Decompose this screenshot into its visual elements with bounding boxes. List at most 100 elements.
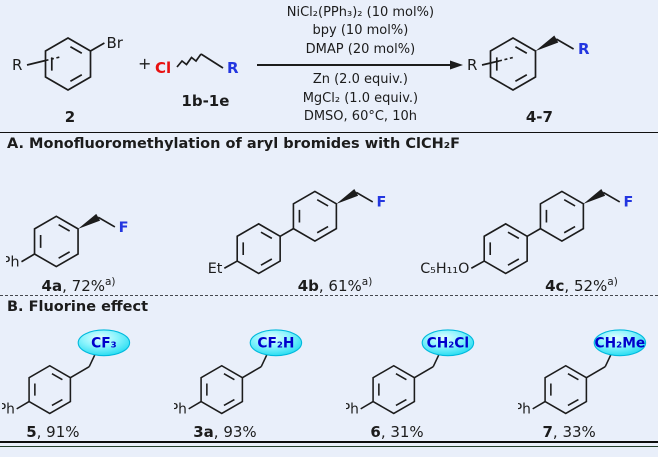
section-a-title: A. Monofluoromethylation of aryl bromide…	[7, 136, 461, 152]
product-label: 3a, 93%	[193, 423, 257, 441]
benzene-ring	[28, 364, 72, 415]
r-group-label: R	[227, 59, 239, 77]
bond	[280, 227, 295, 237]
bond	[242, 365, 262, 379]
section-divider-dashed	[0, 295, 658, 296]
wedge-bond	[583, 189, 606, 204]
bond	[482, 60, 500, 66]
variable-position-bond	[499, 56, 514, 62]
structure-6: Ph CH₂Cl	[346, 329, 475, 417]
product-label: 6, 31%	[370, 423, 424, 441]
r-substituent-label: R	[467, 56, 477, 74]
highlight-ellipse	[421, 329, 475, 357]
structure-4c: C₅H₁₁O F	[420, 189, 633, 277]
benzene-ring	[44, 37, 92, 91]
structure-product-general: R R	[467, 35, 590, 91]
product-label: 4a, 72%a)	[41, 276, 116, 295]
wedge-bond	[336, 189, 359, 204]
reaction-scheme: Br R 2 + Cl R 1b-1e NiCl₂(PPh₃)₂ (10 mol…	[0, 0, 658, 132]
condition-line: DMSO, 60°C, 10h	[303, 109, 417, 125]
fluorine-label: F	[623, 195, 633, 211]
r-substituent-label: R	[12, 56, 22, 74]
substituent-label: Ph	[346, 401, 359, 417]
product-7: Ph CH₂Me 7, 33%	[518, 318, 656, 441]
substituent-label: Ph	[6, 255, 20, 271]
group-label: CF₃	[91, 335, 117, 351]
variable-position-bond	[45, 56, 61, 62]
section-b-products: Ph CF₃ 5, 91% Ph CF₂H 3a, 93%	[0, 318, 658, 441]
plus-sign: +	[138, 54, 152, 73]
benzene-ring	[483, 223, 528, 275]
r-group-label: R	[578, 40, 590, 58]
bond	[532, 400, 546, 410]
structure-7: Ph CH₂Me	[518, 329, 647, 417]
bond	[526, 227, 541, 237]
benzene-ring	[490, 37, 537, 91]
bond	[414, 365, 434, 379]
reactant-aryl-bromide: Br R 2	[4, 12, 136, 126]
bottom-double-rule	[0, 441, 658, 447]
benzene-ring	[372, 364, 416, 415]
bond	[556, 38, 575, 50]
structure-alkyl-chloride: Cl R	[155, 53, 239, 77]
squiggle-bond	[176, 53, 203, 68]
fluorine-label: F	[377, 195, 387, 211]
benzene-ring	[539, 190, 585, 242]
bond	[97, 216, 116, 228]
structure-4a: Ph F	[6, 213, 129, 271]
product-4b: Et F 4b, 61%a)	[168, 158, 397, 295]
product-label: 7, 33%	[542, 423, 596, 441]
bond	[16, 400, 30, 410]
reactant-alkyl-chloride: Cl R 1b-1e	[153, 32, 257, 110]
bond	[602, 191, 621, 203]
bond	[26, 59, 46, 66]
product-5: Ph CF₃ 5, 91%	[2, 318, 140, 441]
product-label: 4b, 61%a)	[297, 276, 373, 295]
wedge-bond	[535, 35, 559, 51]
chlorine-label: Cl	[155, 59, 171, 77]
product-label: 5, 91%	[26, 423, 80, 441]
condition-line: DMAP (20 mol%)	[305, 41, 416, 57]
product-general: R R 4-7	[463, 12, 615, 126]
compound-number: 1b-1e	[181, 92, 230, 110]
section-b-title: B. Fluorine effect	[7, 299, 149, 315]
bond	[356, 191, 374, 203]
product-4a: Ph F 4a, 72%a)	[6, 166, 151, 295]
product-3a: Ph CF₂H 3a, 93%	[174, 318, 312, 441]
benzene-ring	[293, 190, 338, 242]
benzene-ring	[200, 364, 244, 415]
highlight-ellipse	[593, 329, 647, 357]
benzene-ring	[236, 223, 282, 275]
section-a-products: Ph F 4a, 72%a) Et F 4b, 61%a)	[0, 155, 658, 295]
bond	[90, 42, 105, 52]
substituent-label: Ph	[174, 401, 187, 417]
condition-line: bpy (10 mol%)	[312, 23, 409, 39]
product-6: Ph CH₂Cl 6, 31%	[346, 318, 484, 441]
compound-number: 2	[64, 108, 76, 126]
substituent-label: Et	[208, 261, 223, 277]
bromine-label: Br	[107, 34, 124, 52]
wedge-bond	[78, 213, 101, 229]
structure-3a: Ph CF₂H	[174, 329, 303, 417]
structure-aryl-bromide: Br R	[12, 34, 124, 91]
group-label: CH₂Cl	[427, 335, 469, 351]
product-4c: C₅H₁₁O F 4c, 52%a)	[415, 158, 644, 295]
compound-number: 4-7	[525, 108, 553, 126]
section-divider-solid	[0, 132, 658, 133]
reaction-arrow	[257, 60, 464, 70]
bond	[200, 53, 224, 69]
group-label: CH₂Me	[595, 335, 646, 351]
structure-5: Ph CF₃	[2, 329, 131, 417]
benzene-ring	[33, 215, 79, 268]
group-label: CF₂H	[257, 335, 294, 351]
bond	[470, 260, 485, 269]
bond	[69, 365, 90, 379]
condition-line: Zn (2.0 equiv.)	[312, 72, 408, 88]
fluorine-label: F	[119, 220, 129, 236]
bond	[21, 253, 35, 263]
highlight-ellipse	[77, 329, 131, 357]
condition-line: MgCl₂ (1.0 equiv.)	[302, 90, 419, 106]
reaction-conditions: NiCl₂(PPh₃)₂ (10 mol%) bpy (10 mol%) DMA…	[257, 4, 464, 127]
bond	[360, 400, 374, 410]
